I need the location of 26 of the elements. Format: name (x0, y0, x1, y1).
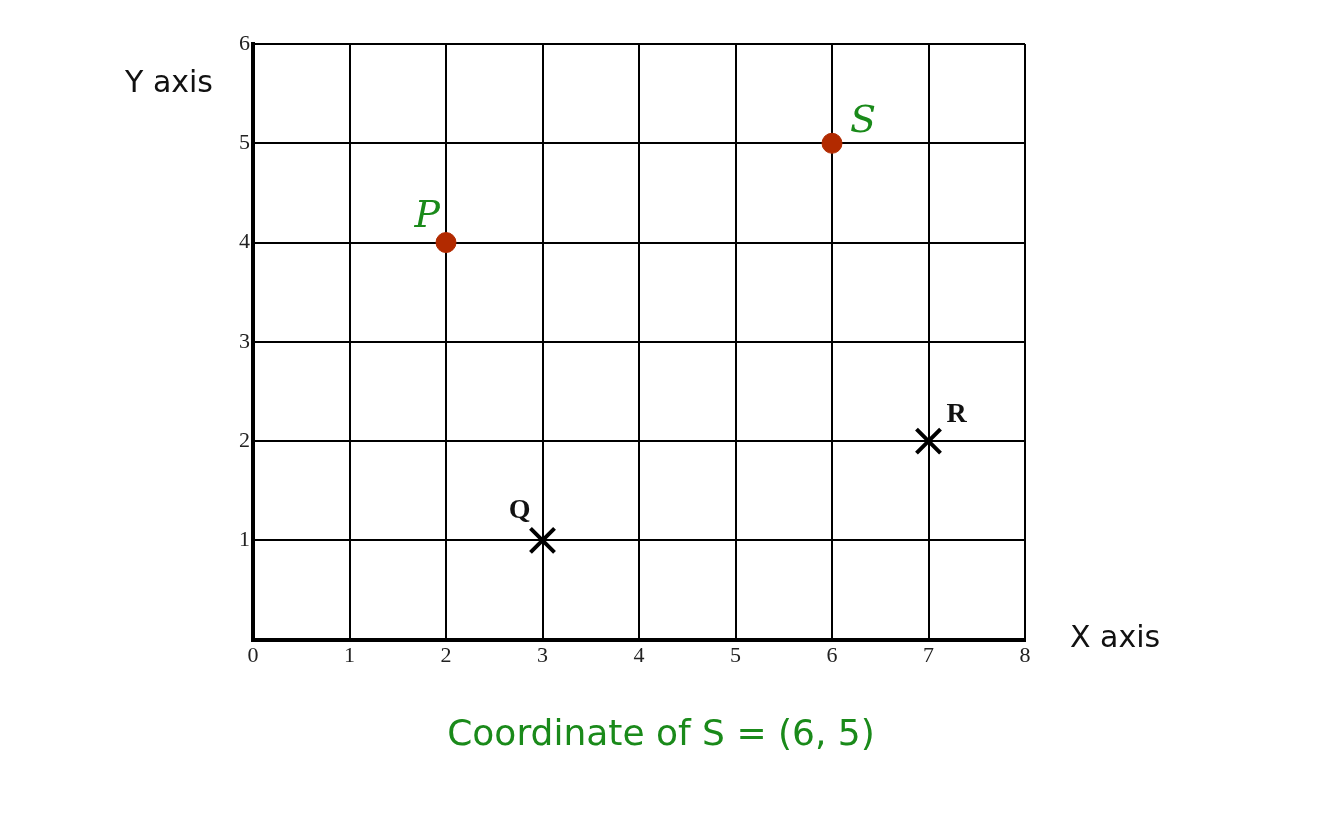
x-tick-label: 4 (633, 641, 645, 667)
x-tick-label: 6 (826, 641, 838, 667)
y-tick-label: 3 (239, 327, 250, 353)
y-tick-label: 6 (239, 29, 250, 55)
point (914, 427, 943, 456)
x-tick-label: 2 (440, 641, 452, 667)
x-tick-label: 1 (344, 641, 355, 667)
text: Coordinate of S = (6, 5) (446, 712, 876, 753)
y-axis-title: Y axis (124, 63, 213, 99)
x-tick-label: 0 (247, 641, 259, 667)
x-tick-label: 7 (923, 641, 934, 667)
y-tick-label: 5 (239, 129, 250, 155)
point (435, 232, 457, 254)
point (528, 526, 557, 555)
point (821, 132, 843, 154)
y-tick-label: 2 (239, 426, 250, 452)
x-axis-title: X axis (1070, 619, 1161, 655)
x-tick-label: 5 (730, 641, 741, 667)
annotation: P (413, 192, 442, 237)
y-tick-label: 1 (239, 526, 250, 552)
y-tick-label: 4 (239, 228, 250, 254)
x-tick-label: 3 (537, 641, 548, 667)
annotation: R (946, 397, 968, 429)
x-tick-label: 8 (1019, 641, 1031, 667)
annotation: S (850, 97, 877, 142)
annotation: Q (508, 492, 531, 524)
